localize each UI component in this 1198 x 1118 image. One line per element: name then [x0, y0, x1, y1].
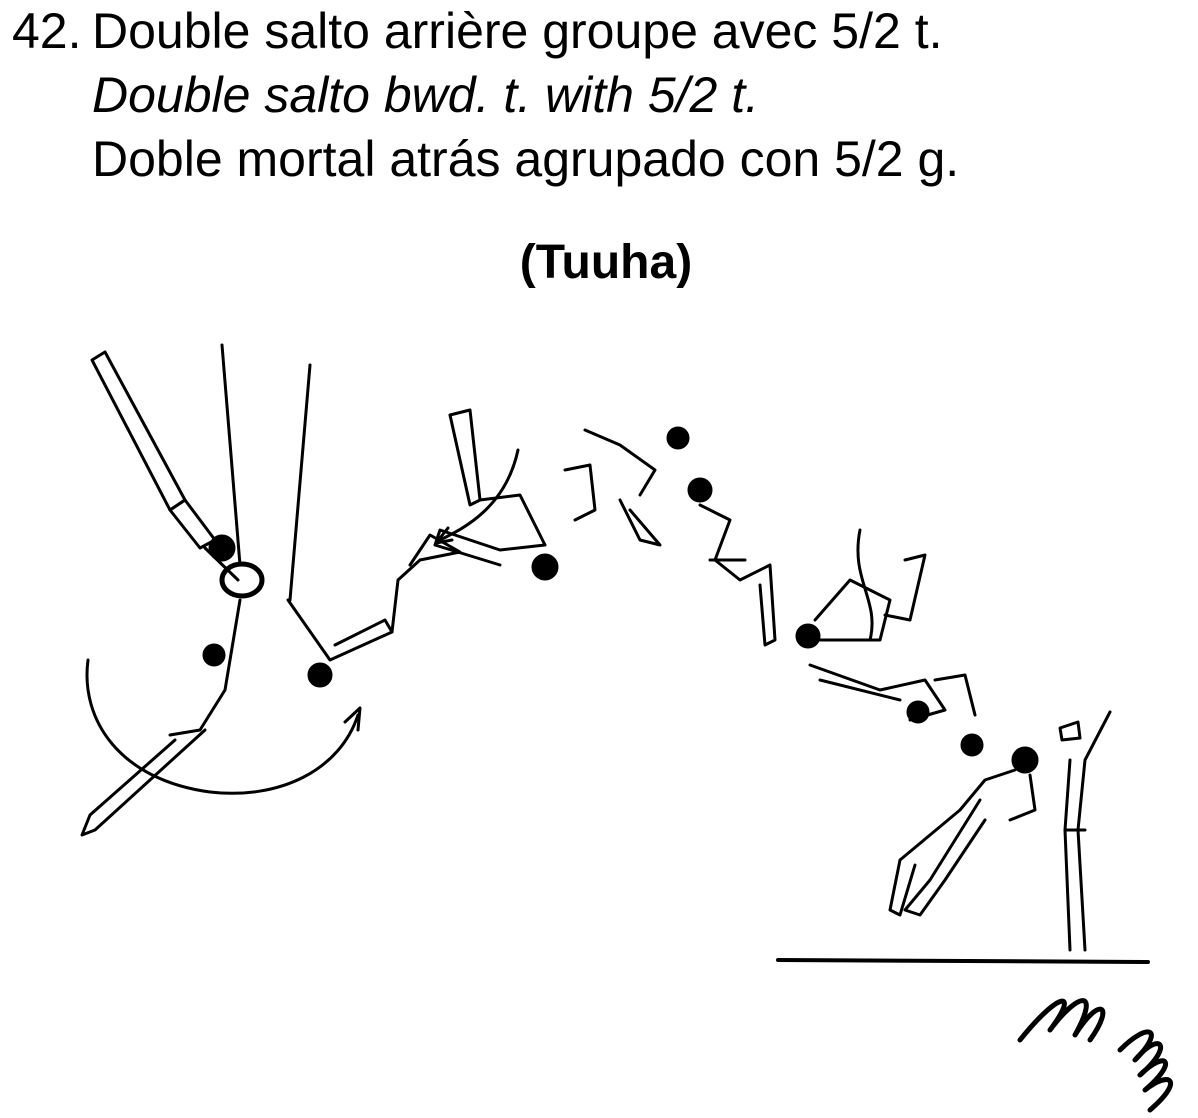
rotation-arrow-icon — [85, 658, 362, 795]
spring-icon — [1017, 998, 1174, 1113]
gymnast-figure-tuck-3 — [687, 477, 777, 647]
landing-mat-icon — [776, 958, 1150, 964]
gymnast-figure-twist-1 — [795, 528, 927, 649]
twist-arrow-icon — [434, 448, 520, 545]
gymnast-figure-landing — [888, 746, 1039, 917]
gymnast-figure-swing — [80, 598, 242, 837]
gymnast-name: (Tuuha) — [519, 236, 693, 289]
gymnast-figure-twist-2 — [808, 663, 984, 757]
element-name-french: Double salto arrière groupe avec 5/2 t. — [92, 3, 943, 59]
element-number: 42. — [12, 3, 82, 59]
element-name-english: Double salto bwd. t. with 5/2 t. — [92, 67, 760, 123]
rings-apparatus-icon — [219, 343, 312, 602]
element-name-spanish: Doble mortal atrás agrupado con 5/2 g. — [92, 131, 960, 187]
gymnast-figure-handstand — [90, 350, 240, 582]
coach-figure — [1058, 710, 1112, 952]
gymnast-figure-release — [286, 533, 462, 688]
gymnast-figure-tuck-2 — [563, 426, 690, 547]
gymnast-figure-tuck-1 — [433, 408, 559, 581]
